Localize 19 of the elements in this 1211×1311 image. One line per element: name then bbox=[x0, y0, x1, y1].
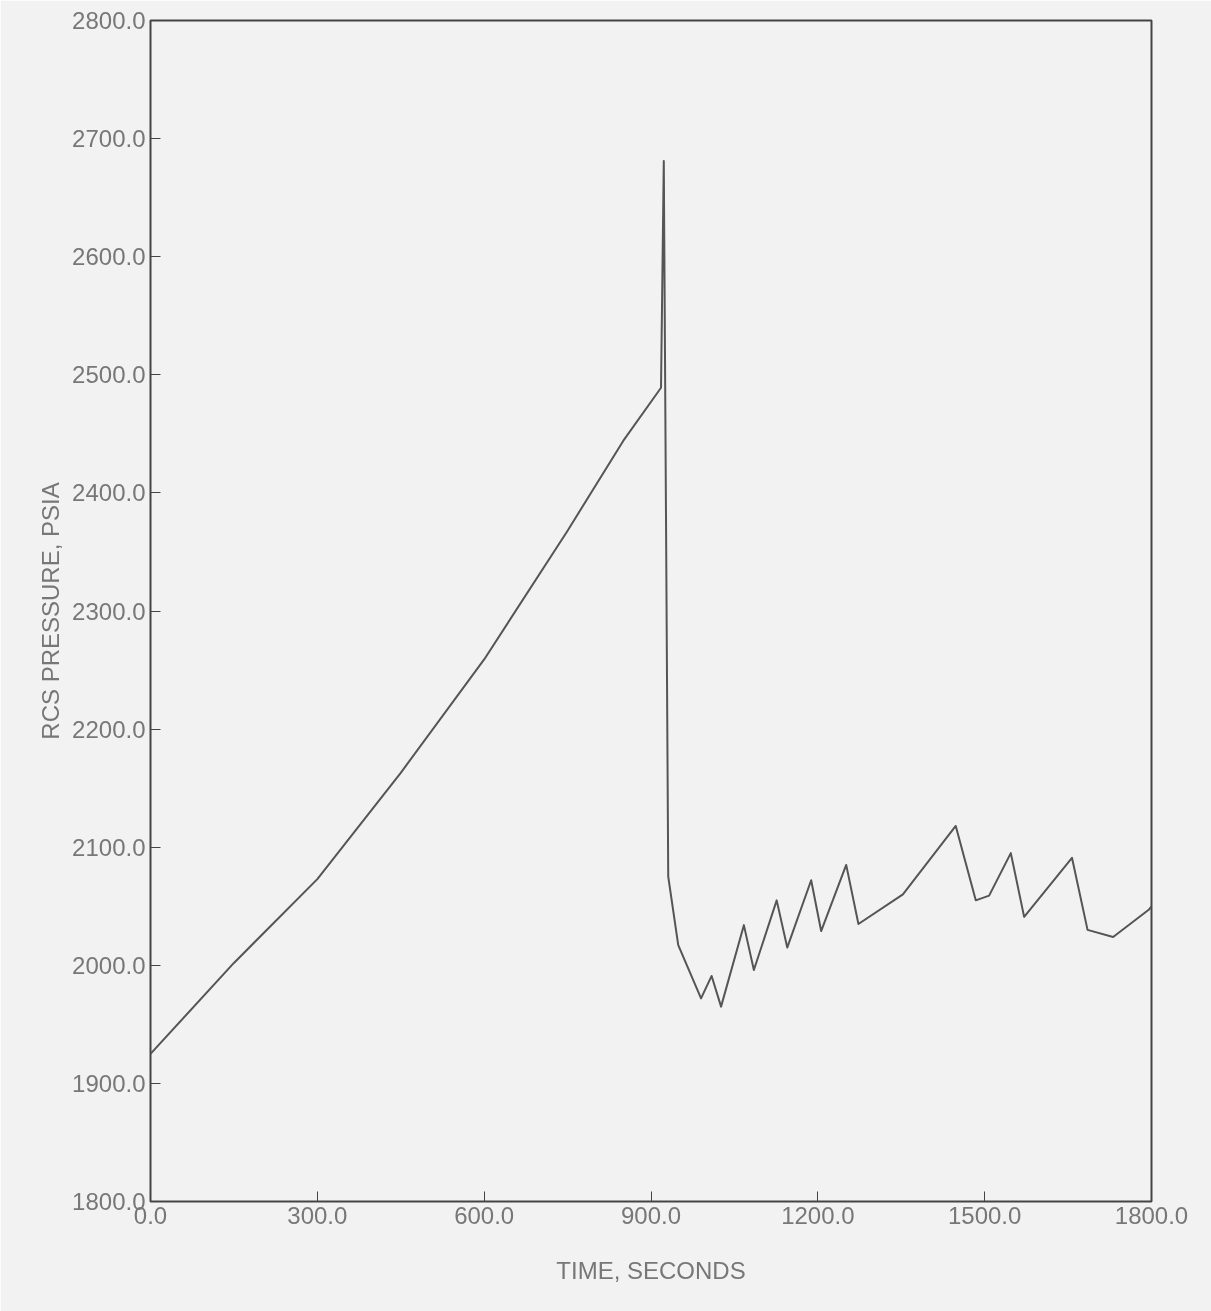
x-tick-label: 300.0 bbox=[287, 1201, 348, 1229]
y-tick-label: 2000.0 bbox=[72, 951, 146, 979]
y-tick-label: 1900.0 bbox=[72, 1069, 146, 1097]
y-tick-label: 2800.0 bbox=[72, 7, 146, 34]
y-tick-label: 2100.0 bbox=[72, 833, 146, 861]
y-tick-label: 2200.0 bbox=[72, 715, 146, 743]
x-tick-label: 1200.0 bbox=[781, 1201, 855, 1229]
x-tick-label: 1500.0 bbox=[947, 1201, 1022, 1229]
line-series bbox=[150, 160, 1152, 1055]
x-tick-label: 900.0 bbox=[620, 1201, 682, 1229]
x-tick-label: 1800.0 bbox=[1114, 1201, 1189, 1229]
y-tick-label: 2600.0 bbox=[72, 243, 146, 271]
y-tick-label: 2400.0 bbox=[72, 479, 146, 507]
x-axis-title: TIME, SECONDS bbox=[556, 1256, 746, 1284]
y-tick-label: 2700.0 bbox=[72, 125, 146, 153]
y-tick-label: 2300.0 bbox=[72, 597, 146, 625]
y-axis-title: RCS PRESSURE, PSIA bbox=[37, 482, 65, 740]
y-tick-label: 2500.0 bbox=[72, 361, 146, 389]
x-tick-label: 600.0 bbox=[454, 1201, 515, 1229]
